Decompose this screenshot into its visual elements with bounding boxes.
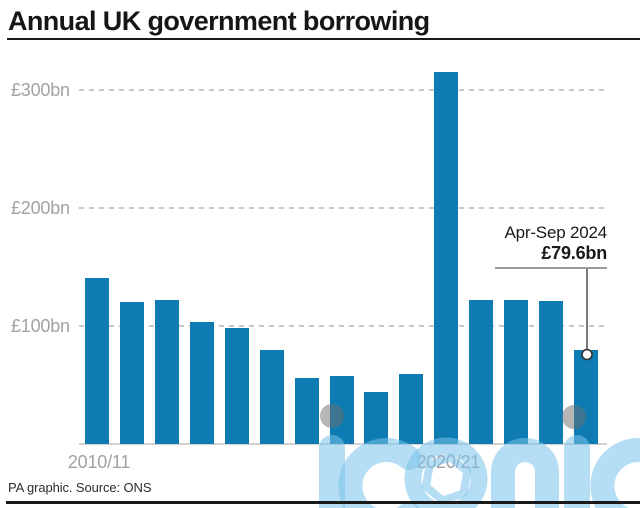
watermark-i-dot — [320, 404, 344, 428]
annotation-callout: Apr-Sep 2024 £79.6bn — [504, 223, 607, 263]
bar-2022-23 — [504, 300, 529, 444]
annotation-underline — [495, 267, 607, 269]
watermark-i-dot2 — [562, 405, 586, 429]
bar-2023-24 — [539, 301, 564, 444]
watermark-letter-c2 — [590, 438, 640, 508]
bar-2019-20 — [399, 374, 424, 444]
marker-circle-icon — [581, 348, 593, 361]
bar-2018-19 — [364, 392, 389, 444]
x-axis-label-2010-11: 2010/11 — [67, 452, 131, 472]
y-axis-label-100bn: £100bn — [11, 316, 70, 336]
bar-2014-15 — [224, 328, 249, 444]
bar-2013-14 — [189, 322, 214, 444]
y-axis-label-300bn: £300bn — [11, 80, 70, 100]
watermark-letter-o — [404, 437, 488, 508]
title-divider — [7, 38, 640, 40]
watermark-letter-c — [338, 438, 421, 508]
bar-2010-11 — [85, 277, 109, 444]
bar-2011-12 — [119, 302, 144, 444]
watermark-hexagon-icon — [421, 453, 472, 505]
watermark-letter-n — [491, 438, 559, 508]
annotation-value: £79.6bn — [541, 243, 607, 263]
y-axis-label-200bn: £200bn — [11, 198, 70, 218]
page-title: Annual UK government borrowing — [8, 6, 430, 36]
source-note: PA graphic. Source: ONS — [8, 480, 152, 495]
bar-2015-16 — [259, 349, 284, 444]
bar-2021-22 — [469, 300, 494, 444]
annotation-period: Apr-Sep 2024 — [504, 223, 607, 242]
bottom-divider — [6, 501, 640, 504]
bar-2016-17 — [294, 377, 319, 444]
bar-apr-sep-2024 — [574, 350, 599, 444]
bar-2012-13 — [154, 300, 179, 444]
bar-2020-21 — [434, 72, 459, 444]
